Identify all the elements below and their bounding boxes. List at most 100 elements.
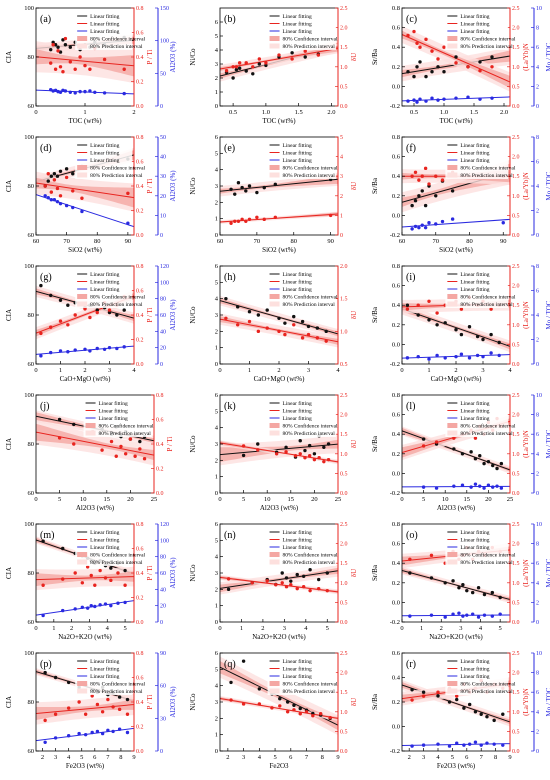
y-right2-tick-label: 60 xyxy=(160,684,166,690)
data-point-red xyxy=(123,452,128,456)
data-point-red xyxy=(292,708,296,712)
data-point-blue xyxy=(476,615,481,619)
data-point-blue xyxy=(116,601,120,605)
x-tick-label: 15 xyxy=(104,496,111,503)
data-point-red xyxy=(478,69,482,73)
y-right2-tick-label: 0 xyxy=(536,620,539,626)
data-point-blue xyxy=(77,731,81,736)
panel-q: 2 3 4 5 6 7 8 9 Fe2O3 0 1 2 3 4 5 6 Ni/Co 0.0 0.5 1.0 1.5 2.0… xyxy=(186,647,366,775)
y-right2-axis-label: Al2O3 (%) xyxy=(169,41,177,73)
data-point-red xyxy=(58,319,63,323)
data-point-black xyxy=(278,697,282,701)
y-right-axis-label: P / Ti xyxy=(146,565,154,580)
y-right2-tick-label: 20 xyxy=(160,604,166,610)
x-tick-label: 20 xyxy=(485,496,492,503)
y-right-tick-label: 2.5 xyxy=(340,393,348,399)
x-tick-label: 1 xyxy=(240,625,243,632)
legend-label: Linear fitting xyxy=(90,658,119,665)
data-point-red xyxy=(435,311,439,315)
y-right2-tick-label: 0 xyxy=(536,491,539,497)
x-tick-label: 25 xyxy=(151,496,158,503)
data-point-blue xyxy=(66,734,71,738)
y-left-tick-label: 0.0 xyxy=(392,599,400,606)
y-left-tick-label: 3 xyxy=(215,570,218,577)
fit-line-black xyxy=(220,178,338,192)
data-point-blue xyxy=(107,345,112,350)
y-left-tick-label: 0.8 xyxy=(392,5,400,12)
data-point-red xyxy=(244,219,248,223)
x-tick-label: 70 xyxy=(63,238,70,245)
y-left-tick-label: 80 xyxy=(28,54,35,61)
y-right-tick-label: 0.5 xyxy=(512,600,520,606)
legend-box xyxy=(445,139,508,179)
y-left-tick-label: 6 xyxy=(215,392,219,399)
data-point-black xyxy=(462,706,466,710)
y-right-tick-label: 1.0 xyxy=(512,194,520,200)
y-left-tick-label: 5 xyxy=(215,33,218,40)
legend-label: 80% Prediction interval xyxy=(90,560,143,566)
data-point-blue xyxy=(454,96,458,100)
data-point-black xyxy=(482,592,487,597)
legend-swatch xyxy=(77,165,88,170)
panel-letter: (c) xyxy=(406,14,417,25)
data-point-blue xyxy=(429,613,434,617)
panel-letter: (j) xyxy=(40,401,49,412)
y-right-tick-label: 0.0 xyxy=(340,620,348,626)
data-point-black xyxy=(72,422,76,427)
legend-label: Linear fitting xyxy=(460,286,489,293)
panel-letter: (n) xyxy=(224,530,236,541)
data-point-black xyxy=(298,439,302,443)
legend-box xyxy=(267,397,336,437)
data-point-black xyxy=(306,324,311,329)
data-point-red xyxy=(73,571,77,575)
data-point-black xyxy=(257,62,262,66)
data-point-black xyxy=(49,174,54,178)
x-tick-label: 9 xyxy=(132,754,135,761)
y-right2-tick-label: 20 xyxy=(160,346,166,352)
data-point-blue xyxy=(421,485,426,489)
y-left-tick-label: 0.8 xyxy=(392,392,400,399)
panel-o-svg: 0 1 2 3 4 5 Na2O+K2O (wt%) -0.2 0.0 0.2 0.4 0.6 0.8 S… xyxy=(371,521,550,641)
legend-box xyxy=(445,268,508,308)
y-left-tick-label: 0.8 xyxy=(392,521,400,528)
data-point-red xyxy=(128,437,133,441)
y-right-tick-label: 1.0 xyxy=(512,581,520,587)
data-point-black xyxy=(58,169,63,173)
data-point-blue xyxy=(39,354,43,358)
x-tick-label: 0.5 xyxy=(229,109,237,116)
y-right2-tick-label: 80 xyxy=(160,555,166,561)
data-point-black xyxy=(473,710,478,714)
data-point-black xyxy=(467,325,472,329)
y-left-axis-label: CIA xyxy=(5,696,13,708)
y-right2-axis-label: Mo / TOC xyxy=(545,558,550,587)
data-point-black xyxy=(322,445,326,449)
data-point-red xyxy=(88,67,92,71)
data-point-black xyxy=(312,452,317,456)
legend-swatch xyxy=(269,430,280,436)
data-point-blue xyxy=(430,96,434,100)
data-point-black xyxy=(115,313,119,317)
x-tick-label: 90 xyxy=(125,238,132,245)
y-left-tick-label: 60 xyxy=(28,748,35,755)
legend-label: Linear fitting xyxy=(283,157,312,164)
data-point-black xyxy=(39,283,43,288)
plot-area xyxy=(220,40,338,82)
data-point-red xyxy=(233,219,237,223)
y-right-tick-label: 2.0 xyxy=(512,155,520,161)
y-left-tick-label: 5 xyxy=(215,150,218,157)
y-left-tick-label: 3 xyxy=(215,441,218,448)
legend-label: Linear fitting xyxy=(460,666,489,673)
data-point-red xyxy=(284,450,288,454)
y-right2-tick-label: 120 xyxy=(160,522,169,528)
data-point-blue xyxy=(501,221,505,225)
x-tick-label: 4 xyxy=(132,367,136,374)
data-point-blue xyxy=(490,614,495,618)
legend-label: Linear fitting xyxy=(460,157,489,164)
data-point-blue xyxy=(452,484,456,488)
y-left-tick-label: 0.6 xyxy=(392,25,401,32)
